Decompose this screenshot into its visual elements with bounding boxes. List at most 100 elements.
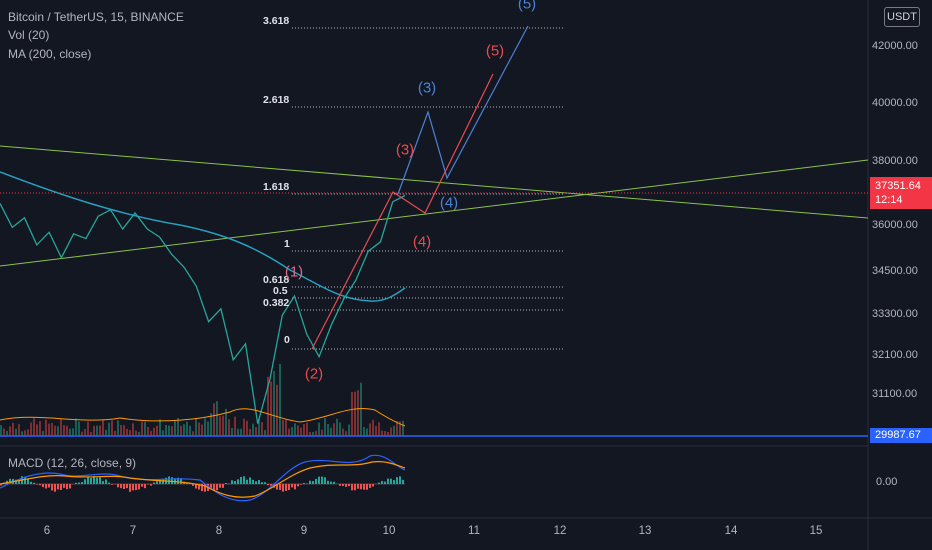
macd-histogram-bar bbox=[51, 484, 53, 491]
volume-bar bbox=[264, 430, 266, 436]
fib-label: 0 bbox=[284, 334, 290, 346]
volume-bar bbox=[180, 425, 182, 436]
macd-histogram-bar bbox=[252, 479, 254, 484]
red-wave-2-label: (2) bbox=[304, 365, 324, 383]
volume-bar bbox=[141, 421, 143, 436]
macd-histogram-bar bbox=[300, 484, 302, 485]
candle-countdown: 12:14 bbox=[875, 194, 903, 206]
date-tick: 6 bbox=[43, 525, 51, 537]
volume-bar bbox=[324, 418, 326, 436]
volume-bar bbox=[390, 427, 392, 436]
volume-bar bbox=[108, 422, 110, 436]
macd-histogram-bar bbox=[309, 480, 311, 484]
macd-histogram-bar bbox=[216, 484, 218, 491]
macd-histogram-bar bbox=[156, 481, 158, 484]
date-tick: 11 bbox=[468, 525, 480, 537]
price-tick: 40000.00 bbox=[872, 97, 918, 109]
macd-histogram-bar bbox=[141, 484, 143, 487]
date-tick: 8 bbox=[215, 525, 223, 537]
macd-histogram-bar bbox=[270, 484, 272, 486]
volume-bar bbox=[327, 424, 329, 436]
macd-histogram-bar bbox=[204, 484, 206, 492]
volume-bar bbox=[168, 425, 170, 436]
macd-histogram-bar bbox=[231, 480, 233, 484]
volume-bar bbox=[192, 431, 194, 436]
current-price-value: 37351.64 bbox=[875, 180, 921, 192]
price-tick: 36000.00 bbox=[872, 219, 918, 231]
volume-bar bbox=[294, 423, 296, 436]
volume-bar bbox=[195, 418, 197, 436]
volume-bars bbox=[0, 364, 404, 436]
macd-histogram-bar bbox=[219, 484, 221, 488]
ma-200-line bbox=[0, 171, 406, 302]
macd-histogram-bar bbox=[399, 476, 401, 484]
volume-bar bbox=[330, 427, 332, 436]
volume-bar bbox=[243, 418, 245, 436]
volume-bar bbox=[159, 419, 161, 436]
volume-bar bbox=[114, 430, 116, 436]
macd-histogram-bar bbox=[36, 484, 38, 485]
volume-bar bbox=[186, 421, 188, 436]
macd-histogram-bar bbox=[246, 479, 248, 484]
volume-bar bbox=[0, 425, 2, 436]
volume-bar bbox=[69, 428, 71, 436]
macd-histogram-bar bbox=[180, 478, 182, 484]
volume-bar bbox=[201, 424, 203, 436]
volume-bar bbox=[357, 390, 359, 436]
red-wave-5-label: (5) bbox=[485, 42, 505, 60]
symbol-legend[interactable]: Bitcoin / TetherUS, 15, BINANCE bbox=[8, 10, 184, 24]
macd-histogram-bar bbox=[81, 481, 83, 484]
macd-histogram-bar bbox=[69, 484, 71, 489]
volume-bar bbox=[189, 425, 191, 436]
volume-bar bbox=[3, 428, 5, 436]
ma-legend[interactable]: MA (200, close) bbox=[8, 47, 92, 61]
volume-bar bbox=[51, 422, 53, 436]
macd-histogram-bar bbox=[24, 476, 26, 484]
macd-histogram-bar bbox=[210, 484, 212, 490]
volume-bar bbox=[126, 428, 128, 436]
volume-bar bbox=[153, 427, 155, 436]
volume-bar bbox=[135, 430, 137, 436]
blue-wave-3-label: (3) bbox=[417, 79, 437, 97]
current-price-badge: 37351.64 12:14 bbox=[870, 177, 932, 209]
volume-bar bbox=[396, 420, 398, 436]
macd-histogram-bar bbox=[171, 477, 173, 484]
volume-bar bbox=[279, 364, 281, 436]
macd-histogram-bar bbox=[60, 484, 62, 491]
macd-histogram-bar bbox=[84, 479, 86, 484]
macd-histogram-bar bbox=[57, 484, 59, 490]
macd-histogram-bar bbox=[288, 484, 290, 491]
macd-histogram-bar bbox=[261, 482, 263, 484]
macd-line bbox=[0, 454, 406, 502]
volume-bar bbox=[216, 401, 218, 436]
volume-bar bbox=[204, 418, 206, 436]
volume-bar bbox=[258, 419, 260, 436]
volume-legend[interactable]: Vol (20) bbox=[8, 28, 50, 42]
macd-histogram-bar bbox=[243, 476, 245, 484]
fib-retracement bbox=[292, 27, 563, 350]
macd-histogram-bar bbox=[381, 481, 383, 484]
currency-selector-button[interactable]: USDT bbox=[884, 7, 920, 27]
volume-bar bbox=[333, 423, 335, 436]
volume-bar bbox=[150, 430, 152, 436]
volume-bar bbox=[321, 429, 323, 436]
volume-bar bbox=[72, 428, 74, 436]
volume-bar bbox=[213, 403, 215, 436]
volume-bar bbox=[45, 419, 47, 436]
volume-bar bbox=[33, 418, 35, 436]
volume-bar bbox=[81, 431, 83, 436]
fib-label: 3.618 bbox=[263, 15, 290, 27]
macd-legend[interactable]: MACD (12, 26, close, 9) bbox=[8, 456, 137, 470]
macd-histogram-bar bbox=[45, 484, 47, 489]
macd-histogram-bar bbox=[393, 480, 395, 484]
volume-bar bbox=[123, 425, 125, 436]
price-tick: 33300.00 bbox=[872, 308, 918, 320]
macd-histogram-bar bbox=[297, 484, 299, 487]
macd-histogram-bar bbox=[102, 481, 104, 484]
macd-histogram-bar bbox=[87, 477, 89, 484]
macd-histogram-bar bbox=[390, 478, 392, 484]
macd-histogram-bar bbox=[237, 479, 239, 484]
volume-bar bbox=[207, 421, 209, 436]
macd-histogram-bar bbox=[225, 482, 227, 484]
